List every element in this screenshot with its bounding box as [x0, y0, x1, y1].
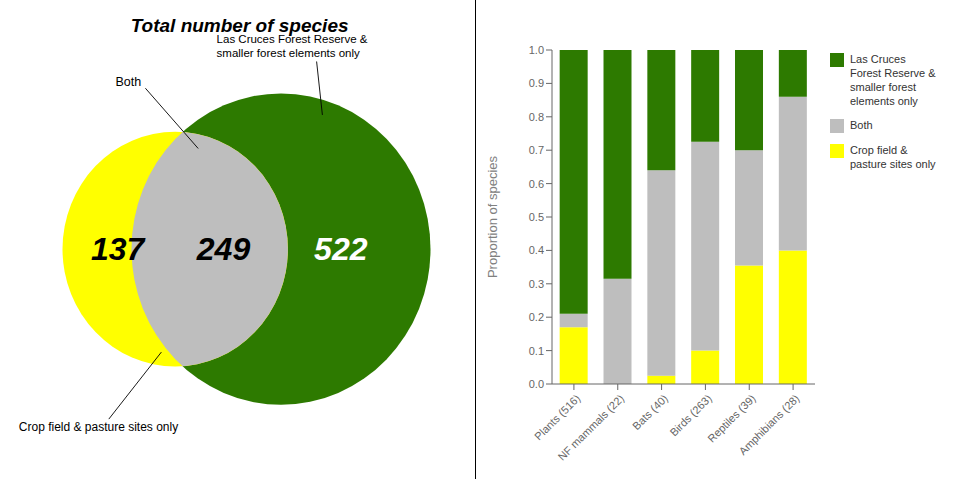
svg-text:0.1: 0.1	[529, 345, 544, 357]
svg-text:Total number of species: Total number of species	[130, 15, 349, 37]
svg-text:0.6: 0.6	[529, 178, 544, 190]
svg-text:0.0: 0.0	[529, 378, 544, 390]
svg-text:0.4: 0.4	[529, 244, 544, 256]
svg-text:Bats (40): Bats (40)	[630, 392, 670, 432]
svg-text:0.9: 0.9	[529, 77, 544, 89]
svg-text:Both: Both	[115, 75, 141, 89]
svg-text:Birds (263): Birds (263)	[667, 392, 714, 439]
svg-text:137: 137	[91, 231, 147, 267]
svg-text:0.5: 0.5	[529, 211, 544, 223]
svg-text:0.3: 0.3	[529, 278, 544, 290]
html-text:Crop field & pasture sites onl: Crop field & pasture sites only	[850, 144, 936, 170]
svg-text:Plants (516): Plants (516)	[532, 392, 583, 443]
svg-text:249: 249	[196, 231, 251, 267]
svg-text:Las Cruces Forest Reserve &sma: Las Cruces Forest Reserve &smaller fores…	[217, 33, 368, 59]
svg-text:0.8: 0.8	[529, 111, 544, 123]
svg-text:0.2: 0.2	[529, 311, 544, 323]
svg-text:Proportion of species: Proportion of species	[485, 155, 500, 278]
html-text:Both: Both	[850, 119, 873, 131]
svg-text:0.7: 0.7	[529, 144, 544, 156]
svg-text:NF mammals (22): NF mammals (22)	[556, 392, 627, 463]
html-text:Las Cruces Forest Reserve & sm: Las Cruces Forest Reserve & smaller fore…	[850, 53, 936, 107]
svg-text:1.0: 1.0	[529, 44, 544, 56]
svg-text:522: 522	[314, 231, 368, 267]
svg-text:Crop field & pasture sites onl: Crop field & pasture sites only	[19, 420, 178, 434]
svg-text:Reptiles (39): Reptiles (39)	[705, 392, 758, 445]
svg-text:Amphibians (28): Amphibians (28)	[736, 392, 801, 457]
